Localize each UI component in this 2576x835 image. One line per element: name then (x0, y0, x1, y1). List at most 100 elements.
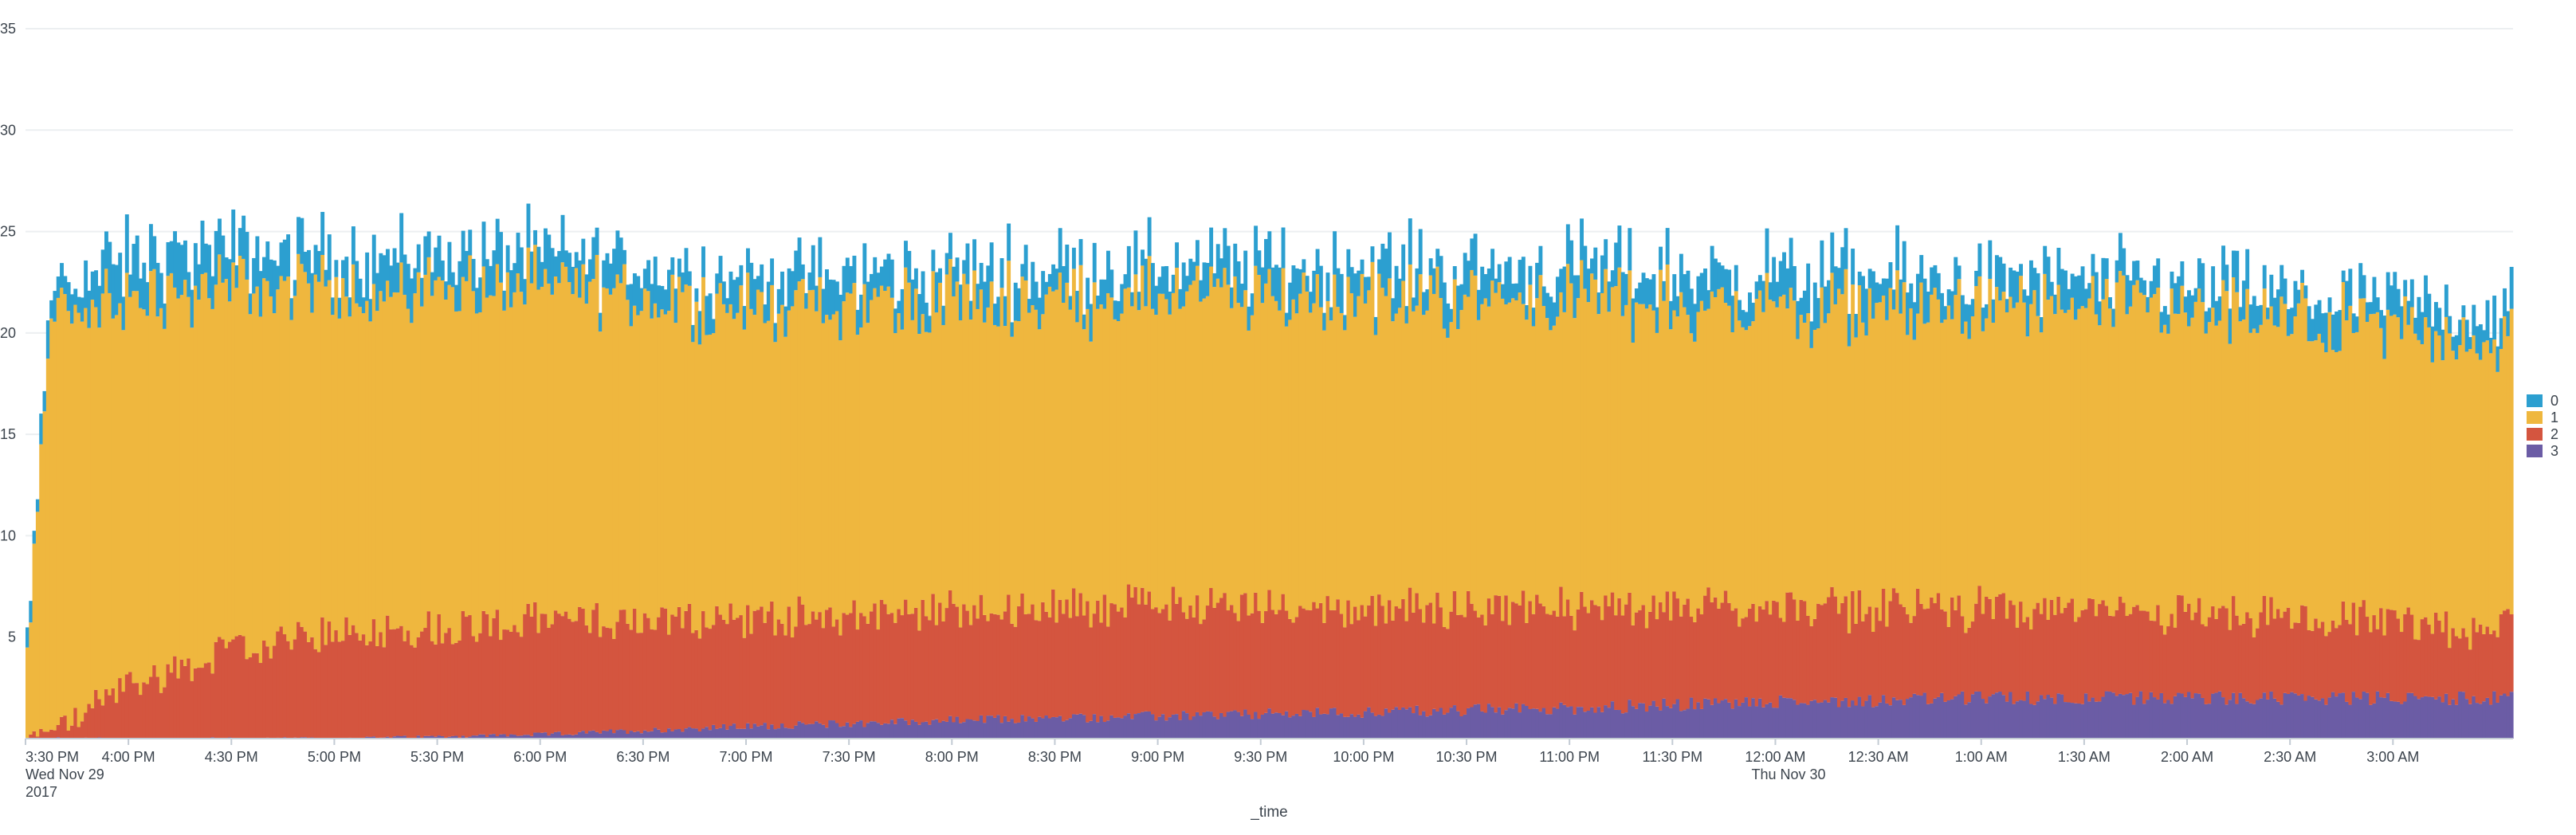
bar-segment-series-2 (800, 604, 805, 723)
bar-segment-series-3 (1195, 712, 1200, 739)
bar-segment-series-2 (2228, 629, 2232, 700)
bar-segment-series-0 (1020, 264, 1025, 277)
bar-segment-series-3 (1796, 704, 1800, 739)
bar-segment-series-1 (783, 336, 788, 636)
bar-segment-series-0 (471, 258, 476, 292)
bar-segment-series-1 (258, 316, 263, 664)
bar-segment-series-0 (2122, 248, 2126, 276)
bar-segment-series-0 (866, 281, 870, 323)
bar-segment-series-1 (736, 312, 740, 618)
bar-segment-series-0 (2060, 269, 2064, 310)
bar-segment-series-2 (1130, 597, 1135, 719)
bar-segment-series-2 (1082, 615, 1086, 715)
bar-segment-series-2 (1720, 602, 1725, 701)
bar-segment-series-3 (958, 723, 963, 739)
x-tick-label: 3:00 AM (2366, 749, 2419, 765)
bar-segment-series-0 (1723, 269, 1728, 304)
bar-segment-series-2 (42, 731, 47, 739)
bar-segment-series-1 (1696, 312, 1701, 609)
bar-segment-series-0 (1580, 218, 1584, 261)
bar-segment-series-2 (300, 626, 304, 738)
bar-segment-series-1 (760, 292, 764, 607)
bar-segment-series-0 (900, 288, 905, 330)
bar-segment-series-1 (879, 285, 884, 600)
bar-segment-series-2 (1693, 621, 1698, 710)
legend-swatch-3[interactable] (2527, 445, 2543, 457)
bar-segment-series-3 (773, 729, 778, 739)
legend-label-3[interactable]: 3 (2550, 443, 2558, 459)
bar-segment-series-1 (132, 291, 136, 684)
bar-segment-series-1 (1003, 326, 1007, 612)
bar-segment-series-1 (2403, 296, 2408, 614)
bar-segment-series-3 (711, 724, 716, 739)
bar-segment-series-3 (1401, 707, 1406, 739)
bar-segment-series-2 (2468, 649, 2472, 704)
bar-segment-series-1 (1116, 321, 1121, 612)
bar-segment-series-3 (752, 723, 757, 739)
legend-label-1[interactable]: 1 (2550, 410, 2558, 425)
bar-segment-series-2 (889, 613, 894, 720)
bar-segment-series-0 (663, 289, 668, 315)
bar-segment-series-0 (1957, 265, 1961, 280)
bar-segment-series-0 (1384, 249, 1388, 296)
bar-segment-series-2 (2053, 614, 2058, 704)
bar-segment-series-3 (1518, 712, 1522, 739)
bar-segment-series-0 (629, 284, 634, 327)
bar-segment-series-3 (718, 727, 723, 739)
bar-segment-series-3 (1373, 715, 1378, 739)
bar-segment-series-2 (752, 610, 757, 724)
legend-swatch-0[interactable] (2527, 394, 2543, 407)
bar-segment-series-3 (893, 723, 898, 739)
legend-swatch-1[interactable] (2527, 411, 2543, 424)
bar-segment-series-1 (1188, 284, 1193, 606)
bar-segment-series-0 (2396, 288, 2401, 318)
x-tick-label: 9:00 PM (1131, 749, 1184, 765)
bar-segment-series-2 (32, 731, 37, 739)
bar-segment-series-2 (1713, 597, 1718, 699)
bar-segment-series-1 (910, 319, 915, 614)
bar-segment-series-1 (1168, 314, 1172, 621)
bar-segment-series-2 (1833, 596, 1838, 698)
bar-segment-series-2 (2259, 612, 2264, 699)
bar-segment-series-2 (1250, 613, 1255, 719)
legend-swatch-2[interactable] (2527, 428, 2543, 441)
bar-segment-series-3 (2362, 691, 2366, 739)
bar-segment-series-1 (660, 309, 665, 608)
bar-segment-series-2 (60, 716, 64, 739)
bar-segment-series-3 (783, 727, 788, 739)
bar-segment-series-0 (1250, 293, 1255, 316)
bar-segment-series-2 (2043, 598, 2048, 700)
bar-segment-series-3 (1236, 712, 1241, 739)
bar-segment-series-3 (1309, 712, 1313, 739)
bar-segment-series-3 (1644, 712, 1649, 739)
bar-segment-series-2 (2338, 625, 2342, 694)
bar-segment-series-3 (2170, 704, 2174, 739)
bar-segment-series-0 (1504, 261, 1509, 305)
bar-segment-series-3 (368, 736, 373, 739)
bar-segment-series-2 (262, 641, 266, 739)
bar-segment-series-1 (485, 297, 489, 614)
bar-segment-series-2 (632, 608, 637, 732)
bar-segment-series-2 (825, 610, 829, 728)
bar-segment-series-3 (1192, 716, 1196, 739)
bar-segment-series-3 (1099, 715, 1104, 739)
bar-segment-series-2 (529, 616, 534, 736)
bar-segment-series-2 (416, 637, 421, 736)
bar-segment-series-3 (426, 735, 431, 739)
bar-segment-series-1 (571, 294, 575, 622)
bar-segment-series-1 (2396, 317, 2401, 619)
legend-label-0[interactable]: 0 (2550, 393, 2558, 409)
bar-segment-series-2 (1988, 598, 1993, 697)
bar-segment-series-2 (1305, 610, 1310, 711)
bar-segment-series-3 (386, 736, 390, 739)
bar-segment-series-1 (2001, 292, 2006, 594)
bar-segment-series-1 (183, 280, 187, 666)
bar-segment-series-1 (1799, 315, 1804, 600)
y-tick-label: 20 (0, 325, 16, 341)
legend-label-2[interactable]: 2 (2550, 426, 2558, 442)
bar-segment-series-0 (1494, 278, 1498, 293)
bar-segment-series-2 (670, 614, 675, 731)
bar-segment-series-1 (1141, 265, 1145, 588)
y-tick-label: 30 (0, 122, 16, 138)
